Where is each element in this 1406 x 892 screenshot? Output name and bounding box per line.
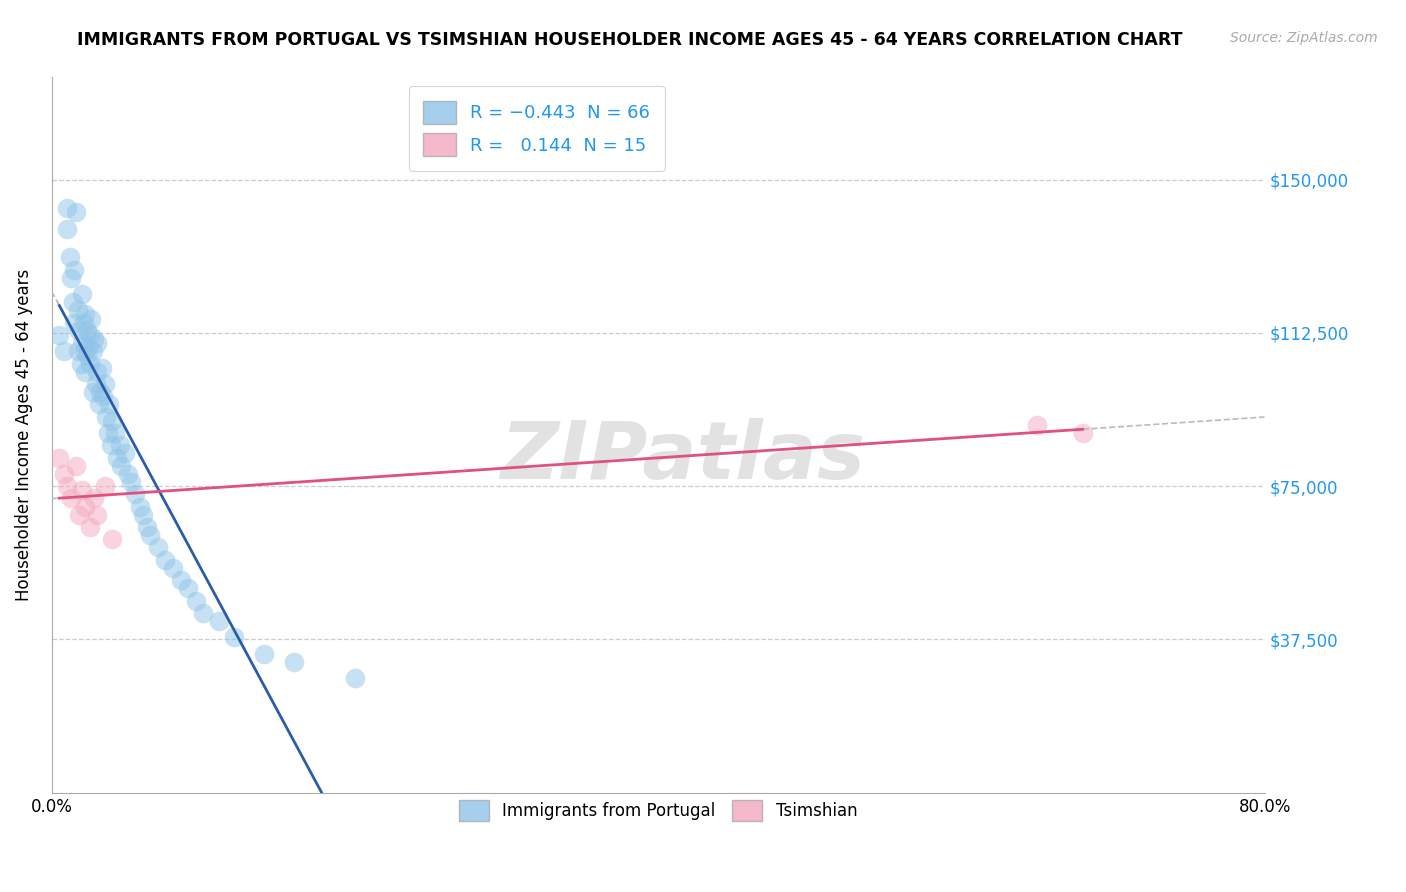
Point bbox=[83, 491, 105, 506]
Point bbox=[120, 475, 142, 489]
Point bbox=[100, 438, 122, 452]
Point bbox=[108, 438, 131, 452]
Y-axis label: Householder Income Ages 45 - 64 years: Householder Income Ages 45 - 64 years bbox=[15, 268, 32, 601]
Point bbox=[70, 287, 93, 301]
Point bbox=[80, 311, 103, 326]
Point bbox=[86, 508, 108, 522]
Point bbox=[52, 344, 75, 359]
Point bbox=[91, 389, 114, 403]
Point bbox=[83, 332, 105, 346]
Point bbox=[253, 647, 276, 661]
Point bbox=[63, 262, 86, 277]
Point bbox=[48, 450, 70, 465]
Point bbox=[94, 479, 117, 493]
Point bbox=[117, 467, 139, 481]
Point bbox=[86, 365, 108, 379]
Point bbox=[56, 201, 79, 215]
Point bbox=[76, 324, 98, 338]
Point bbox=[86, 336, 108, 351]
Text: ZIPatlas: ZIPatlas bbox=[501, 417, 865, 495]
Point bbox=[132, 508, 155, 522]
Point bbox=[72, 344, 94, 359]
Point bbox=[101, 533, 124, 547]
Legend: Immigrants from Portugal, Tsimshian: Immigrants from Portugal, Tsimshian bbox=[446, 787, 870, 834]
Point bbox=[65, 205, 87, 219]
Text: IMMIGRANTS FROM PORTUGAL VS TSIMSHIAN HOUSEHOLDER INCOME AGES 45 - 64 YEARS CORR: IMMIGRANTS FROM PORTUGAL VS TSIMSHIAN HO… bbox=[77, 31, 1182, 49]
Point bbox=[60, 491, 83, 506]
Point bbox=[89, 385, 111, 400]
Point bbox=[52, 467, 75, 481]
Point bbox=[62, 295, 84, 310]
Point bbox=[1026, 417, 1049, 432]
Point bbox=[105, 450, 128, 465]
Point bbox=[70, 483, 93, 498]
Point bbox=[65, 458, 87, 473]
Point bbox=[75, 308, 97, 322]
Point bbox=[184, 593, 207, 607]
Point bbox=[139, 528, 162, 542]
Point bbox=[70, 336, 93, 351]
Point bbox=[155, 552, 177, 566]
Point bbox=[72, 316, 94, 330]
Point bbox=[66, 303, 89, 318]
Point bbox=[59, 250, 82, 264]
Point bbox=[94, 376, 117, 391]
Point bbox=[110, 458, 132, 473]
Point bbox=[79, 520, 101, 534]
Point bbox=[101, 414, 124, 428]
Point bbox=[128, 500, 150, 514]
Point bbox=[63, 316, 86, 330]
Point bbox=[82, 385, 104, 400]
Point bbox=[162, 561, 184, 575]
Point bbox=[97, 425, 120, 440]
Point bbox=[87, 397, 110, 411]
Point bbox=[222, 631, 245, 645]
Point bbox=[114, 446, 136, 460]
Point bbox=[75, 365, 97, 379]
Point bbox=[60, 270, 83, 285]
Point bbox=[69, 357, 91, 371]
Point bbox=[104, 425, 127, 440]
Point bbox=[343, 671, 366, 685]
Point bbox=[79, 357, 101, 371]
Point bbox=[48, 327, 70, 342]
Point bbox=[56, 221, 79, 235]
Point bbox=[79, 327, 101, 342]
Point bbox=[1071, 425, 1094, 440]
Point bbox=[76, 348, 98, 362]
Point bbox=[136, 520, 159, 534]
Point bbox=[90, 360, 112, 375]
Point bbox=[96, 409, 118, 424]
Point bbox=[98, 397, 121, 411]
Point bbox=[124, 487, 146, 501]
Point bbox=[82, 344, 104, 359]
Point bbox=[177, 582, 200, 596]
Point bbox=[67, 508, 90, 522]
Point bbox=[75, 500, 97, 514]
Point bbox=[56, 479, 79, 493]
Point bbox=[66, 344, 89, 359]
Point bbox=[283, 655, 305, 669]
Point bbox=[169, 573, 191, 587]
Point bbox=[77, 340, 100, 354]
Point bbox=[67, 324, 90, 338]
Point bbox=[146, 541, 169, 555]
Point bbox=[207, 614, 229, 628]
Point bbox=[84, 376, 107, 391]
Point bbox=[193, 606, 215, 620]
Text: Source: ZipAtlas.com: Source: ZipAtlas.com bbox=[1230, 31, 1378, 45]
